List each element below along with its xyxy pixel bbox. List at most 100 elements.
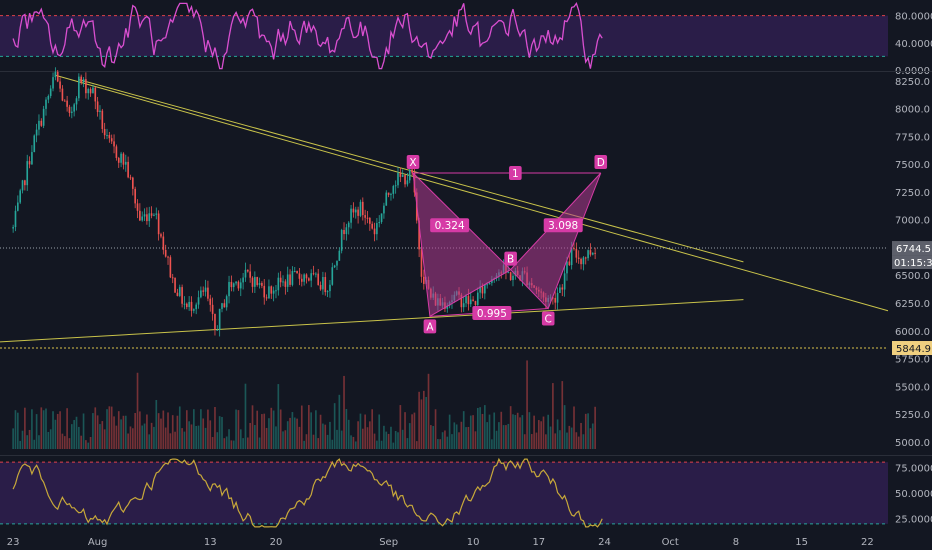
candle	[312, 273, 315, 275]
time-tick-label: 15	[795, 537, 808, 548]
candle	[232, 283, 235, 288]
stochastic-line	[12, 1, 603, 70]
candle	[298, 273, 301, 279]
volume-bar	[519, 417, 521, 449]
pattern-point-b-box	[504, 251, 517, 266]
volume-bar	[291, 412, 294, 449]
volume-bar	[451, 434, 453, 449]
volume-bar	[439, 439, 442, 449]
volume-bar	[42, 410, 45, 449]
candle	[474, 301, 477, 305]
harmonic-pattern[interactable]: X A B C D 0.324 3.098 0.995 1	[406, 155, 608, 334]
volume-bar	[469, 415, 472, 449]
volume-bar	[108, 406, 111, 449]
volume-bar	[411, 414, 413, 449]
price-tick-label: 8000.0	[895, 105, 930, 116]
volume-bar	[122, 415, 125, 449]
volume-bar	[28, 429, 31, 449]
candle	[59, 81, 61, 89]
candle	[587, 250, 589, 259]
volume-bar	[476, 407, 479, 449]
volume-bar	[336, 429, 338, 449]
pattern-ratio-label: 3.098	[548, 220, 578, 232]
candle	[460, 294, 463, 308]
candle	[580, 258, 582, 265]
volume-bar	[312, 434, 315, 449]
volume-bar	[136, 372, 139, 449]
rsi-band	[0, 462, 888, 524]
price-panel[interactable]: X A B C D 0.324 3.098 0.995 1 8250.0 8000.0 7750.0…	[0, 67, 932, 449]
candle	[566, 261, 568, 274]
volume-bar	[516, 412, 519, 449]
volume-bar	[584, 413, 587, 449]
time-tick-label: 20	[270, 537, 283, 548]
volume-bar	[148, 434, 151, 449]
volume-bar	[218, 416, 221, 449]
candle	[263, 285, 266, 298]
rsi-panel[interactable]: 75.0000 50.0000 25.0000	[0, 457, 932, 528]
volume-bar	[559, 430, 561, 449]
time-tick-label: 13	[204, 537, 217, 548]
candle	[552, 297, 554, 299]
candle	[561, 287, 564, 290]
candle	[216, 329, 219, 331]
volume-bar	[467, 426, 470, 449]
candle	[45, 99, 47, 109]
candle	[284, 281, 287, 287]
candle	[139, 210, 141, 221]
osc-tick-label: 40.0000	[895, 39, 932, 50]
candle	[481, 286, 484, 294]
volume-bar	[225, 436, 228, 449]
candle	[103, 129, 106, 136]
price-tick-label: 6250.0	[895, 299, 930, 310]
candle	[479, 286, 481, 293]
candle	[106, 134, 108, 136]
volume-bar	[35, 414, 38, 449]
candle	[401, 175, 404, 177]
time-tick-label: 10	[467, 537, 480, 548]
volume-bar	[437, 439, 439, 449]
volume-bar	[533, 415, 535, 449]
volume-bar	[49, 429, 52, 449]
volume-bar	[289, 417, 291, 449]
volume-bar	[373, 433, 376, 449]
candle	[512, 275, 514, 281]
candle	[467, 296, 470, 305]
candle	[92, 87, 94, 94]
volume-bar	[63, 436, 66, 449]
candle	[462, 303, 465, 308]
volume-bar	[242, 438, 244, 449]
candles	[12, 67, 596, 337]
volume-bar	[24, 407, 26, 449]
candle	[476, 292, 479, 305]
candle	[35, 129, 38, 136]
volume-bar	[47, 431, 50, 449]
volume-bar	[296, 418, 298, 449]
price-tick-label: 5250.0	[895, 410, 930, 421]
candle	[52, 77, 54, 89]
candle	[322, 277, 324, 290]
candle	[256, 277, 259, 285]
volume-bar	[563, 405, 566, 449]
price-axis-labels: 6744.5 01:15:38 5844.9	[892, 241, 932, 356]
trendlines[interactable]	[0, 74, 889, 343]
rsi-axis: 75.0000 50.0000 25.0000	[895, 463, 932, 525]
stochastic-panel[interactable]: 80.000040.00000.0000	[0, 1, 932, 77]
volume-bar	[19, 440, 22, 449]
volume-bar	[315, 410, 317, 449]
volume-bar	[59, 411, 61, 449]
volume-bar	[209, 420, 212, 449]
price-tick-label: 5000.0	[895, 438, 930, 449]
volume-bar	[582, 434, 585, 449]
candle	[221, 303, 223, 309]
candle	[120, 153, 122, 163]
volume-bar	[197, 425, 200, 449]
time-tick-label: Oct	[662, 537, 679, 548]
candle	[134, 188, 136, 204]
candle	[359, 201, 362, 216]
candle	[174, 277, 176, 293]
trendline	[78, 79, 744, 263]
volume-bar	[324, 424, 327, 449]
volume-bar	[528, 412, 531, 449]
